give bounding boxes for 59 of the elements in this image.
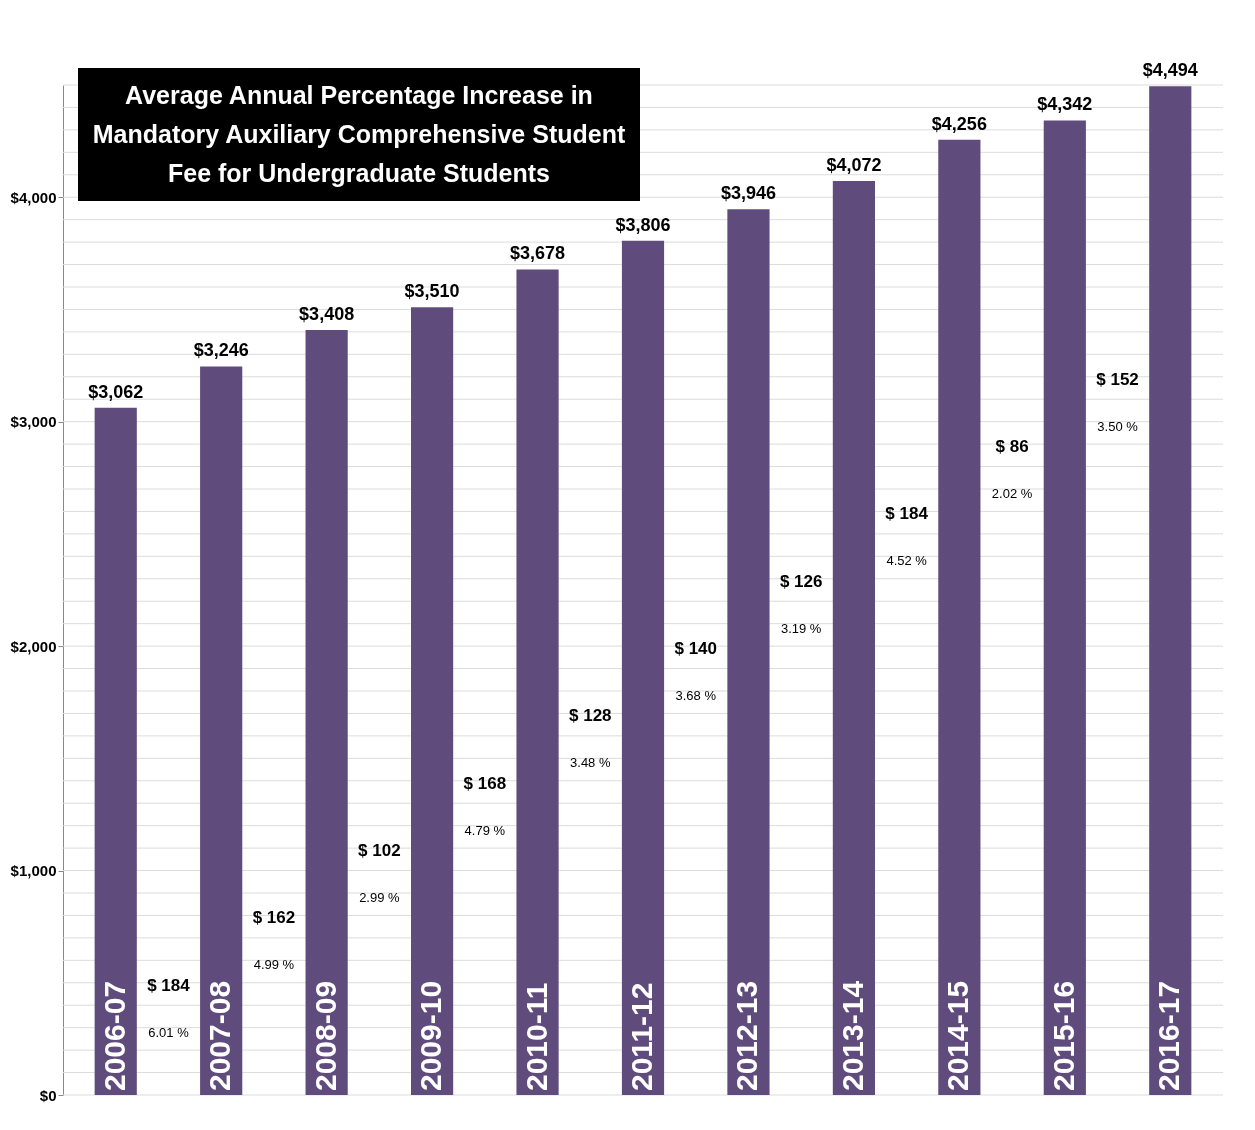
annotation: $ 86 (995, 437, 1029, 457)
x-tick-label: 2015-16 (1046, 980, 1080, 1091)
annotation: $ 152 (1096, 369, 1139, 389)
x-tick-label: 2007-08 (203, 980, 237, 1091)
data-label: $4,072 (826, 155, 882, 176)
data-label: $3,946 (720, 183, 776, 204)
annotation: 3.19 % (780, 620, 822, 636)
data-label: $3,678 (510, 243, 566, 264)
annotation: 2.99 % (359, 889, 401, 905)
annotation: $ 126 (779, 571, 823, 591)
data-label: $4,256 (931, 113, 987, 134)
bar (94, 407, 137, 1095)
data-label: $3,246 (193, 340, 249, 361)
x-tick-label: 2009-10 (414, 980, 448, 1091)
bar (727, 209, 770, 1095)
y-tick-label: $2,000 (10, 637, 57, 655)
annotation: $ 184 (147, 975, 191, 995)
annotation: 4.99 % (253, 957, 295, 973)
annotation: $ 128 (569, 706, 612, 726)
annotation: 3.68 % (675, 687, 717, 703)
x-tick-label: 2013-14 (835, 980, 869, 1091)
y-tick-label: $4,000 (10, 188, 57, 206)
y-tick-label: $3,000 (10, 413, 57, 431)
bar (516, 269, 559, 1095)
annotation: 6.01 % (148, 1024, 190, 1040)
data-label: $3,806 (615, 214, 671, 235)
bar (305, 330, 348, 1095)
x-tick-label: 2014-15 (941, 980, 975, 1091)
x-tick-label: 2016-17 (1152, 980, 1186, 1091)
annotation: $ 162 (252, 908, 296, 928)
bar (200, 366, 243, 1095)
bar (1043, 120, 1086, 1095)
bar (832, 181, 875, 1095)
bar (621, 240, 665, 1095)
annotation: 3.48 % (570, 755, 611, 771)
x-tick-label: 2011-12 (625, 982, 658, 1091)
annotation: 4.79 % (464, 822, 506, 838)
annotation: $ 168 (463, 773, 507, 793)
annotation: 4.52 % (886, 553, 928, 569)
y-tick-label: $1,000 (10, 862, 57, 880)
annotation: $ 140 (674, 639, 717, 659)
annotation: 3.50 % (1097, 418, 1139, 434)
data-label: $3,510 (404, 281, 460, 302)
bar (1149, 86, 1192, 1095)
data-label: $4,342 (1037, 94, 1093, 115)
data-label: $4,494 (1142, 60, 1198, 81)
annotation: $ 184 (885, 504, 929, 524)
text: Average Annual Percentage Increase in Mandatory Auxiliary Comprehensive Student Fee for Undergraduate Students (78, 68, 640, 201)
annotation: $ 102 (358, 841, 401, 861)
annotation: 2.02 % (991, 485, 1033, 501)
x-tick-label: 2012-13 (730, 980, 764, 1091)
x-tick-label: 2010-11 (519, 982, 553, 1091)
data-label: $3,062 (88, 381, 144, 402)
x-tick-label: 2008-09 (308, 980, 342, 1091)
bar (938, 139, 981, 1095)
y-tick-label: $0 (39, 1086, 57, 1104)
data-label: $3,408 (299, 304, 355, 325)
bar (411, 307, 454, 1095)
x-tick-label: 2006-07 (97, 980, 131, 1091)
